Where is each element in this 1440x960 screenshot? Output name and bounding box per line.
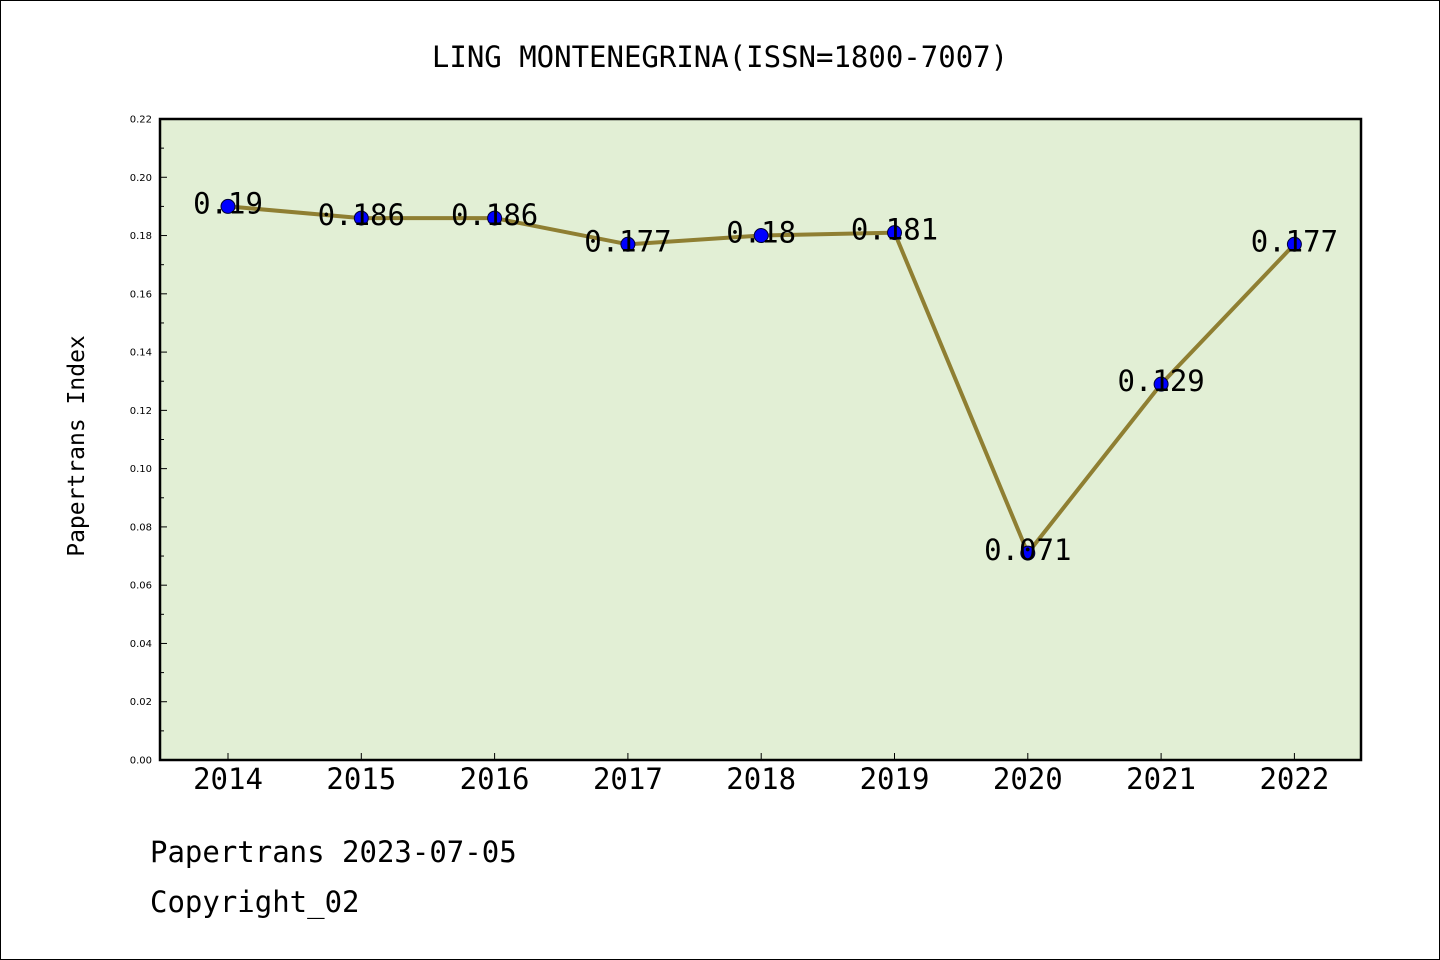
x-tick-label: 2022 [1259,762,1329,796]
data-label: 0.186 [451,198,538,232]
y-tick-label: 0.12 [130,406,152,417]
data-point [220,198,236,214]
data-label: 0.186 [318,198,405,232]
x-tick-label: 2016 [460,762,530,796]
x-tick-label: 2019 [860,762,930,796]
y-tick-label: 0.10 [130,464,152,475]
data-label: 0.181 [851,213,938,247]
data-label: 0.177 [1251,224,1338,258]
plot-area [160,119,1361,760]
y-tick-label: 0.08 [130,522,152,533]
y-tick-label: 0.06 [130,581,152,592]
y-tick-label: 0.04 [130,639,152,650]
data-label: 0.18 [726,216,796,250]
x-tick-label: 2021 [1126,762,1196,796]
y-tick-label: 0.14 [130,348,152,359]
data-label: 0.19 [193,186,263,220]
y-tick-label: 0.16 [130,289,152,300]
data-point [620,236,636,252]
y-axis-label: Papertrans Index [64,335,90,557]
y-tick-label: 0.18 [130,231,152,242]
data-point [1153,376,1169,392]
data-labels: 0.19 0.186 0.186 0.177 0.18 0.181 0.071 0.129 0.… [193,186,1338,567]
footer-date: Papertrans 2023-07-05 [150,835,517,869]
x-tick-label: 2014 [193,762,263,796]
series-markers [220,198,1302,561]
x-tick-label: 2018 [726,762,796,796]
y-tick-label: 0.20 [130,173,152,184]
data-label: 0.071 [984,533,1071,567]
data-label: 0.129 [1117,364,1204,398]
x-tick-label: 2017 [593,762,663,796]
data-point [353,210,369,226]
y-tick-label: 0.02 [130,697,152,708]
data-point [1020,545,1036,561]
x-tick-label: 2020 [993,762,1063,796]
data-point [753,228,769,244]
data-point [487,210,503,226]
data-label: 0.177 [584,224,671,258]
y-tick-label: 0.22 [130,115,152,126]
footer-copyright: Copyright_02 [150,885,360,919]
x-axis-ticks: 2014 2015 2016 2017 2018 2019 2020 2021 2022 [193,753,1329,796]
x-tick-label: 2015 [326,762,396,796]
plot-border [158,117,1363,762]
data-point [1286,236,1302,252]
data-point [887,225,902,241]
y-tick-label: 0.00 [130,756,152,767]
chart-title: LING MONTENEGRINA(ISSN=1800-7007) [432,40,1008,74]
